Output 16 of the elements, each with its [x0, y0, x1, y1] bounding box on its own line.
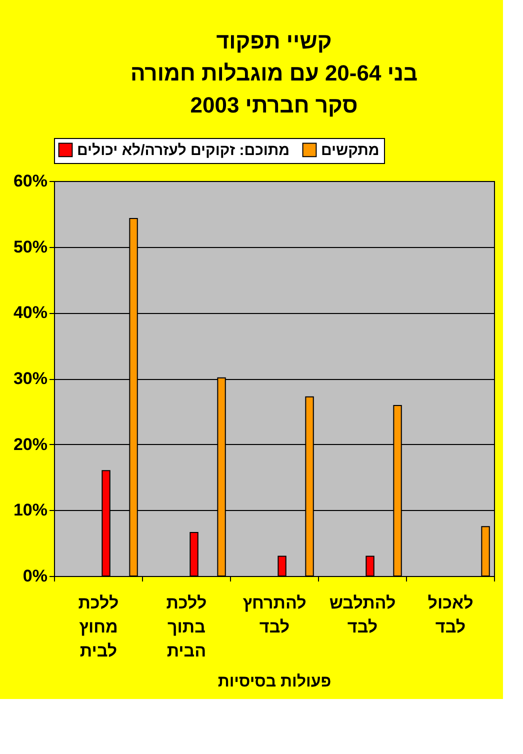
y-tick-label: 20%: [13, 434, 48, 454]
x-tick-label: לאכול לבד: [428, 594, 474, 636]
x-tick-label: ללכת מחוץ לבית: [78, 594, 119, 660]
x-tick-label: להתרחץ לבד: [242, 594, 306, 636]
chart-title: קשיי תפקוד בני 20-64 עם מוגבלות חמורה סקר חברתי 2003: [130, 28, 418, 118]
y-tick-label: 0%: [22, 566, 48, 586]
y-tick-label: 30%: [13, 369, 48, 388]
x-axis-title: פעולות בסיסיות: [218, 672, 332, 690]
x-tick-label: ללכת בתוך הבית: [166, 594, 207, 660]
y-tick-label: 40%: [13, 303, 48, 322]
y-tick-label: 10%: [13, 500, 48, 520]
legend-label: מתקשים: [321, 142, 380, 159]
x-tick-label: להתלבש לבד: [329, 594, 396, 636]
legend-label: מתוכם: זקוקים לעזרה/לא יכולים: [77, 142, 290, 159]
y-tick-label: 50%: [13, 237, 48, 256]
y-tick-label: 60%: [13, 172, 48, 190]
